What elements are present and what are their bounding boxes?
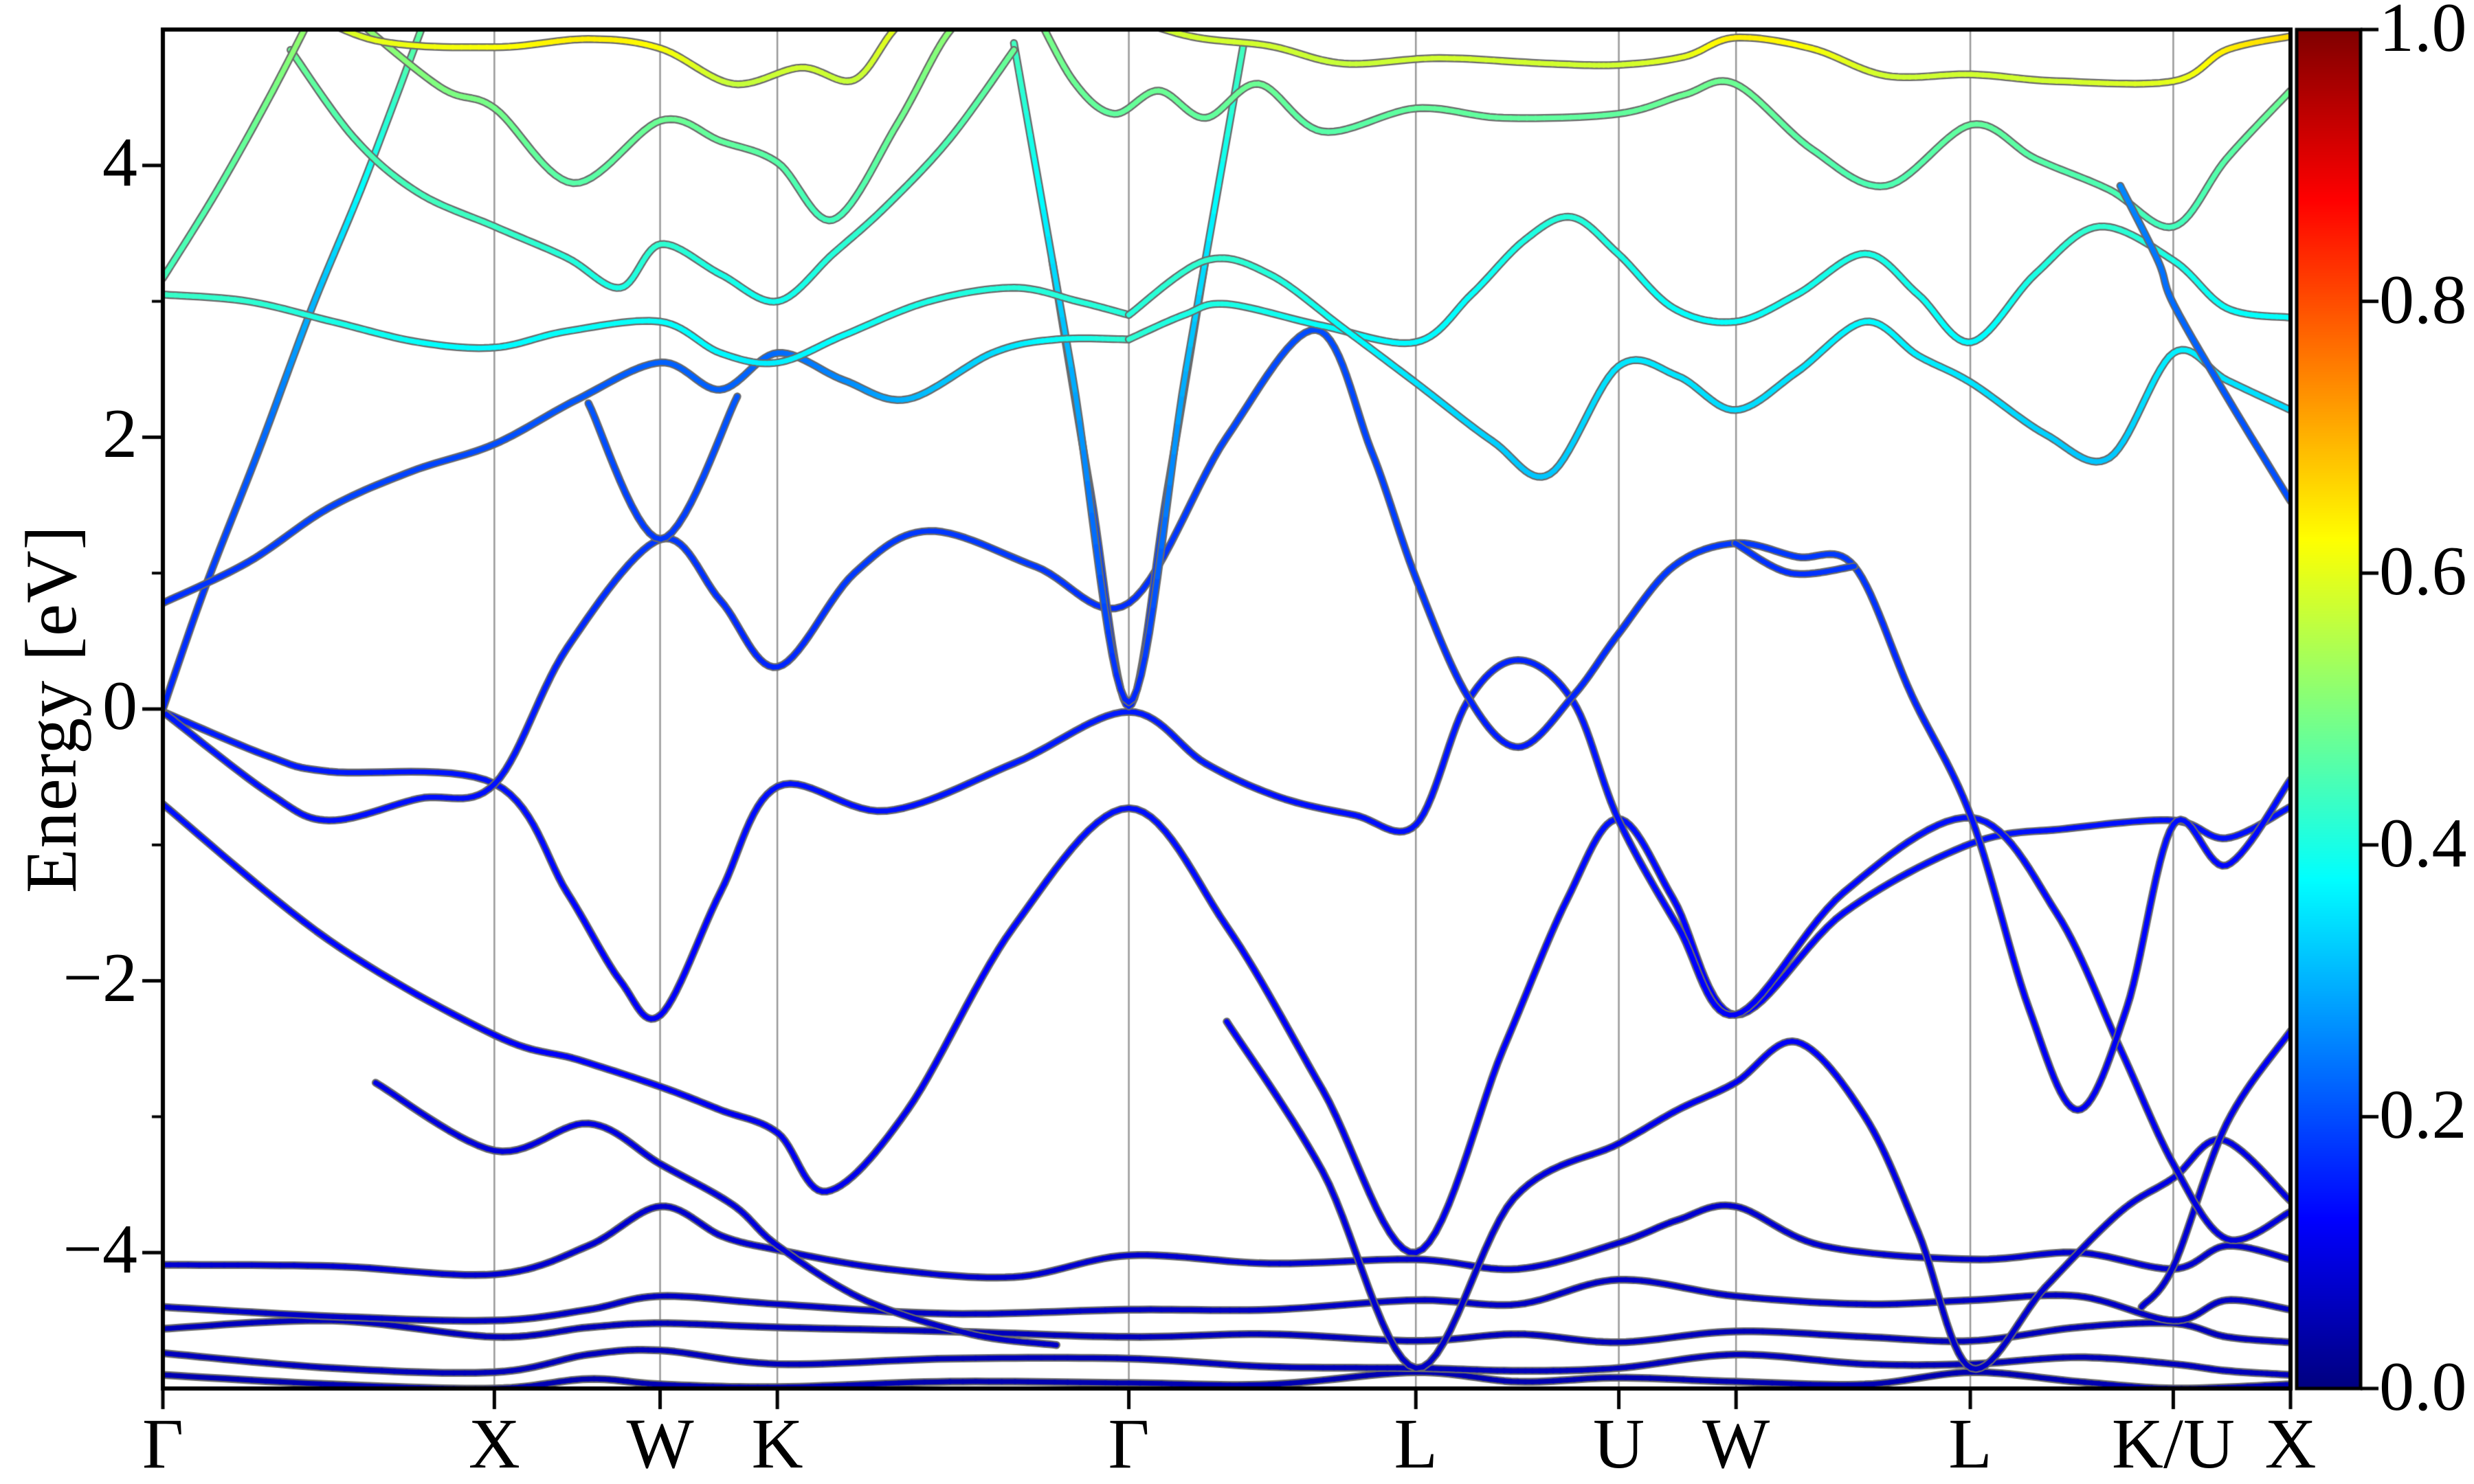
x-tick-label-5-L: L — [1394, 1404, 1438, 1483]
colorbar-tick-label-0.0: 0.0 — [2379, 1348, 2467, 1426]
colorbar-tick-label-0.6: 0.6 — [2379, 532, 2467, 611]
colorbar-tick-label-1.0: 1.0 — [2379, 0, 2467, 67]
x-tick-label-9-K/U: K/U — [2111, 1404, 2235, 1483]
y-tick-label-−2: −2 — [63, 938, 137, 1017]
x-tick-label-8-L: L — [1948, 1404, 1992, 1483]
x-tick-label-2-W: W — [626, 1404, 694, 1483]
x-tick-label-10-X: X — [2264, 1404, 2317, 1483]
colorbar-tick-label-0.8: 0.8 — [2379, 260, 2467, 339]
x-tick-label-0-Γ: Γ — [142, 1404, 184, 1483]
x-tick-label-4-Γ: Γ — [1108, 1404, 1150, 1483]
colorbar-tick-label-0.4: 0.4 — [2379, 804, 2467, 882]
x-tick-label-1-X: X — [468, 1404, 520, 1483]
y-tick-label-0: 0 — [102, 666, 137, 745]
x-tick-label-3-K: K — [751, 1404, 803, 1483]
y-tick-label-−4: −4 — [63, 1211, 137, 1289]
x-tick-label-7-W: W — [1702, 1404, 1770, 1483]
y-tick-label-4: 4 — [102, 123, 137, 201]
x-tick-label-6-U: U — [1593, 1404, 1645, 1483]
colorbar-tick-label-0.2: 0.2 — [2379, 1076, 2467, 1154]
y-tick-label-2: 2 — [102, 395, 137, 473]
